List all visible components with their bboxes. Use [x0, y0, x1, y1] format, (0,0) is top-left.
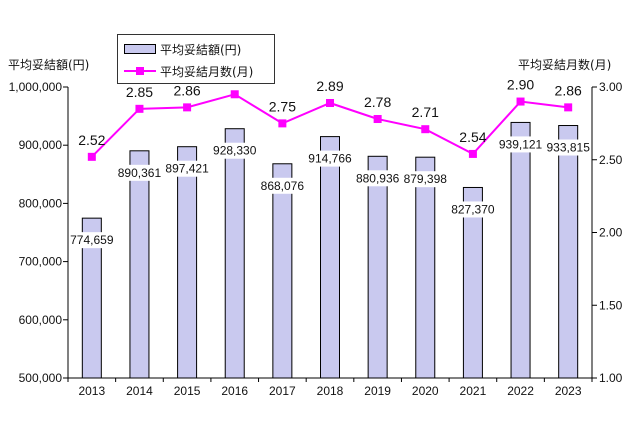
left-tick-label: 800,000	[19, 196, 63, 210]
bar-value-label: 928,330	[213, 144, 257, 158]
bar-label-bg	[449, 201, 496, 218]
right-tick-label: 1.50	[599, 298, 623, 312]
bar-label-bg	[211, 142, 258, 159]
right-tick-label: 1.00	[599, 371, 623, 385]
bar-value-label: 880,936	[356, 171, 400, 185]
legend-line-swatch	[124, 66, 156, 76]
bar-label-bg	[545, 139, 592, 156]
left-tick-label: 900,000	[19, 138, 63, 152]
bar	[462, 186, 483, 379]
x-tick-label: 2022	[507, 384, 534, 398]
bar-label-bg	[164, 160, 211, 177]
bar-label-bg	[116, 164, 163, 181]
bar	[415, 156, 436, 379]
line-point	[326, 99, 334, 108]
line-value-label: 2.78	[364, 94, 391, 110]
legend-item-line: 平均妥結月数(月)	[124, 62, 253, 80]
x-tick-label: 2013	[78, 384, 105, 398]
bar-label-bg	[354, 170, 401, 187]
bar	[177, 146, 198, 379]
line-point	[183, 103, 192, 112]
bar-value-label: 774,659	[70, 233, 114, 247]
line-point	[278, 119, 287, 128]
bar-label-bg	[497, 136, 544, 153]
right-tick-label: 3.00	[599, 80, 623, 94]
bar-value-label: 868,076	[261, 179, 305, 193]
bar-value-label: 879,398	[404, 172, 448, 186]
line-point	[421, 125, 430, 134]
right-tick-label: 2.50	[599, 153, 623, 167]
bar	[558, 125, 579, 379]
line-value-label: 2.90	[507, 77, 534, 93]
x-tick-label: 2016	[221, 384, 248, 398]
legend-label-line: 平均妥結月数(月)	[160, 64, 254, 79]
line-value-label: 2.89	[316, 78, 343, 94]
bar	[129, 150, 150, 379]
x-tick-label: 2020	[412, 384, 439, 398]
line-value-label: 2.71	[412, 104, 439, 120]
x-tick-label: 2021	[460, 384, 487, 398]
bar-label-bg	[259, 177, 306, 194]
left-tick-label: 700,000	[19, 255, 63, 269]
line-value-label: 2.75	[269, 98, 296, 114]
right-tick-label: 2.00	[599, 226, 623, 240]
bar	[81, 217, 102, 379]
line-point	[516, 97, 525, 106]
line-point	[564, 103, 573, 112]
line-value-label: 2.86	[173, 82, 200, 98]
legend-label-bar: 平均妥結額(円)	[160, 42, 242, 57]
x-tick-label: 2015	[174, 384, 201, 398]
bar-value-label: 939,121	[499, 137, 543, 151]
bar-value-label: 914,766	[308, 152, 352, 166]
x-tick-label: 2018	[317, 384, 344, 398]
line-point	[135, 104, 144, 113]
bar-label-bg	[402, 171, 449, 188]
left-tick-label: 1,000,000	[9, 80, 63, 94]
line-value-label: 2.86	[555, 82, 582, 98]
line-value-label: 2.52	[78, 132, 105, 148]
bar	[367, 155, 388, 379]
x-tick-label: 2019	[364, 384, 391, 398]
legend-bar-swatch	[124, 44, 156, 54]
left-tick-label: 500,000	[19, 371, 63, 385]
left-tick-label: 600,000	[19, 313, 63, 327]
line-point	[468, 149, 477, 158]
right-axis-title: 平均妥結月数(月)	[518, 58, 612, 72]
bar-label-bg	[68, 232, 115, 249]
bar-label-bg	[307, 150, 353, 167]
line-value-label: 2.85	[126, 84, 153, 100]
line-value-label: 2.54	[459, 129, 486, 145]
line-point	[373, 115, 382, 124]
left-axis-title: 平均妥結額(円)	[8, 58, 90, 72]
bar	[510, 121, 531, 379]
bar-value-label: 890,361	[118, 166, 162, 180]
bar	[224, 128, 245, 379]
x-tick-label: 2014	[126, 384, 153, 398]
bar	[320, 136, 340, 379]
legend-item-bar: 平均妥結額(円)	[124, 40, 241, 58]
bar-value-label: 827,370	[451, 202, 495, 216]
bar-value-label: 933,815	[546, 141, 590, 155]
line-point	[230, 90, 239, 99]
line-point	[87, 152, 96, 161]
x-tick-label: 2017	[269, 384, 296, 398]
bar-value-label: 897,421	[165, 162, 209, 176]
bar	[272, 163, 293, 379]
legend: 平均妥結額(円) 平均妥結月数(月)	[117, 34, 275, 84]
x-tick-label: 2023	[555, 384, 582, 398]
